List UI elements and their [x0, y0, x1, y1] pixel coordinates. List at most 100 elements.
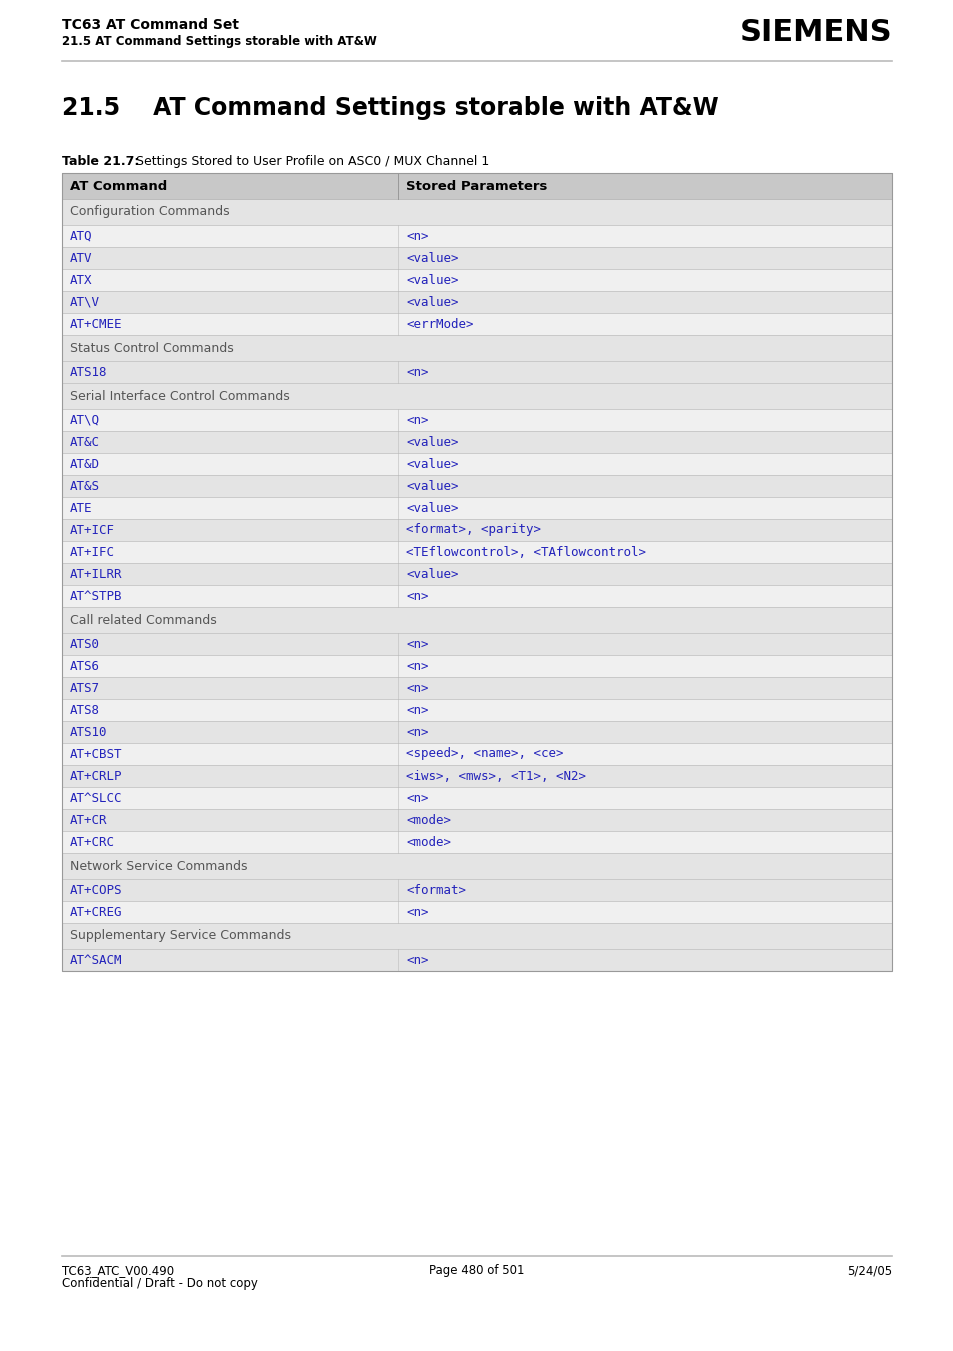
Text: AT+ICF: AT+ICF: [70, 523, 115, 536]
Text: ATX: ATX: [70, 273, 92, 286]
Bar: [62, 634, 891, 655]
Text: AT\V: AT\V: [70, 296, 100, 308]
Text: <mode>: <mode>: [406, 813, 451, 827]
Text: AT+CRC: AT+CRC: [70, 835, 115, 848]
Text: AT&C: AT&C: [70, 435, 100, 449]
Text: <n>: <n>: [406, 659, 428, 673]
Bar: [62, 585, 891, 607]
Bar: [62, 335, 891, 361]
Bar: [62, 831, 891, 852]
Text: AT+CMEE: AT+CMEE: [70, 317, 122, 331]
Text: ATS0: ATS0: [70, 638, 100, 650]
Text: <n>: <n>: [406, 954, 428, 966]
Text: <n>: <n>: [406, 725, 428, 739]
Bar: [62, 431, 891, 453]
Bar: [62, 269, 891, 290]
Text: AT+CR: AT+CR: [70, 813, 108, 827]
Text: ATS18: ATS18: [70, 366, 108, 378]
Text: <format>: <format>: [406, 884, 466, 897]
Text: 21.5 AT Command Settings storable with AT&W: 21.5 AT Command Settings storable with A…: [62, 35, 376, 49]
Text: AT+COPS: AT+COPS: [70, 884, 122, 897]
Text: <mode>: <mode>: [406, 835, 451, 848]
Bar: [62, 497, 891, 519]
Text: <value>: <value>: [406, 458, 458, 470]
Text: <value>: <value>: [406, 296, 458, 308]
Text: ATS6: ATS6: [70, 659, 100, 673]
Text: AT+CREG: AT+CREG: [70, 905, 122, 919]
Bar: [62, 173, 891, 199]
Text: 5/24/05: 5/24/05: [846, 1265, 891, 1277]
Text: <TEflowcontrol>, <TAflowcontrol>: <TEflowcontrol>, <TAflowcontrol>: [406, 546, 645, 558]
Text: <n>: <n>: [406, 413, 428, 427]
Text: AT+IFC: AT+IFC: [70, 546, 115, 558]
Bar: [62, 788, 891, 809]
Bar: [62, 453, 891, 476]
Bar: [62, 698, 891, 721]
Bar: [62, 409, 891, 431]
Text: AT&S: AT&S: [70, 480, 100, 493]
Bar: [62, 247, 891, 269]
Text: Configuration Commands: Configuration Commands: [70, 205, 230, 219]
Text: <n>: <n>: [406, 366, 428, 378]
Bar: [62, 540, 891, 563]
Bar: [62, 361, 891, 382]
Text: ATV: ATV: [70, 251, 92, 265]
Text: 21.5    AT Command Settings storable with AT&W: 21.5 AT Command Settings storable with A…: [62, 96, 718, 120]
Text: <n>: <n>: [406, 230, 428, 242]
Text: <errMode>: <errMode>: [406, 317, 473, 331]
Bar: [62, 721, 891, 743]
Bar: [62, 880, 891, 901]
Text: <n>: <n>: [406, 792, 428, 804]
Bar: [62, 743, 891, 765]
Text: Serial Interface Control Commands: Serial Interface Control Commands: [70, 389, 290, 403]
Text: Supplementary Service Commands: Supplementary Service Commands: [70, 929, 291, 943]
Text: <n>: <n>: [406, 704, 428, 716]
Bar: [62, 313, 891, 335]
Text: Settings Stored to User Profile on ASC0 / MUX Channel 1: Settings Stored to User Profile on ASC0 …: [124, 155, 489, 168]
Bar: [62, 476, 891, 497]
Text: <value>: <value>: [406, 567, 458, 581]
Bar: [62, 901, 891, 923]
Text: Table 21.7:: Table 21.7:: [62, 155, 139, 168]
Text: ATS10: ATS10: [70, 725, 108, 739]
Text: <format>, <parity>: <format>, <parity>: [406, 523, 540, 536]
Bar: [62, 655, 891, 677]
Text: Call related Commands: Call related Commands: [70, 613, 216, 627]
Text: ATE: ATE: [70, 501, 92, 515]
Bar: [62, 226, 891, 247]
Text: <n>: <n>: [406, 681, 428, 694]
Text: <speed>, <name>, <ce>: <speed>, <name>, <ce>: [406, 747, 563, 761]
Text: ATS8: ATS8: [70, 704, 100, 716]
Text: AT\Q: AT\Q: [70, 413, 100, 427]
Bar: [62, 809, 891, 831]
Bar: [62, 852, 891, 880]
Text: Status Control Commands: Status Control Commands: [70, 342, 233, 354]
Bar: [62, 607, 891, 634]
Text: <value>: <value>: [406, 480, 458, 493]
Text: Page 480 of 501: Page 480 of 501: [429, 1265, 524, 1277]
Bar: [62, 173, 891, 971]
Text: <n>: <n>: [406, 905, 428, 919]
Text: SIEMENS: SIEMENS: [739, 18, 891, 47]
Text: ATS7: ATS7: [70, 681, 100, 694]
Text: <iws>, <mws>, <T1>, <N2>: <iws>, <mws>, <T1>, <N2>: [406, 770, 585, 782]
Text: ATQ: ATQ: [70, 230, 92, 242]
Bar: [62, 765, 891, 788]
Text: AT^SLCC: AT^SLCC: [70, 792, 122, 804]
Text: <n>: <n>: [406, 589, 428, 603]
Text: AT+CRLP: AT+CRLP: [70, 770, 122, 782]
Text: AT^SACM: AT^SACM: [70, 954, 122, 966]
Bar: [62, 563, 891, 585]
Bar: [62, 199, 891, 226]
Text: <value>: <value>: [406, 501, 458, 515]
Text: AT^STPB: AT^STPB: [70, 589, 122, 603]
Text: <value>: <value>: [406, 273, 458, 286]
Text: AT+ILRR: AT+ILRR: [70, 567, 122, 581]
Bar: [62, 382, 891, 409]
Text: AT+CBST: AT+CBST: [70, 747, 122, 761]
Text: <value>: <value>: [406, 251, 458, 265]
Text: AT&D: AT&D: [70, 458, 100, 470]
Bar: [62, 519, 891, 540]
Text: <n>: <n>: [406, 638, 428, 650]
Bar: [62, 677, 891, 698]
